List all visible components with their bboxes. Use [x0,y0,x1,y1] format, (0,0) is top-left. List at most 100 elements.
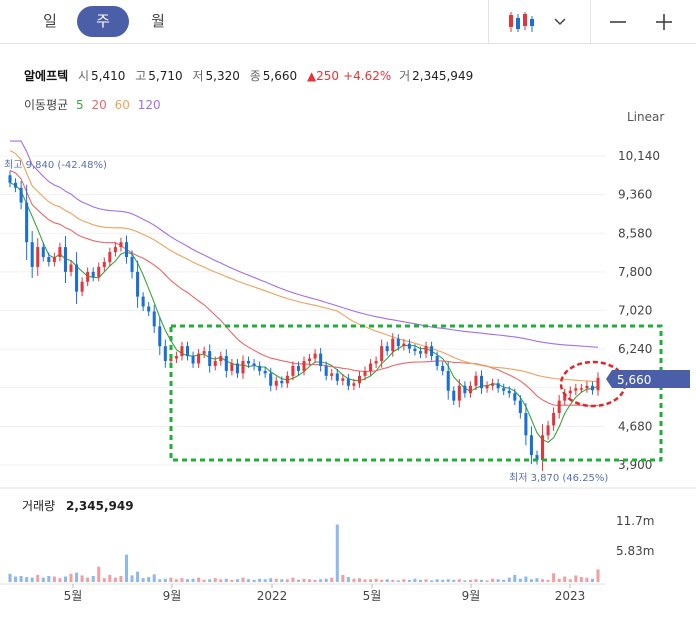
ma-20-label[interactable]: 20 [91,98,107,112]
volume-tick-label: 5.83m [616,544,654,558]
volume-bar [335,524,339,582]
volume-bar [41,577,45,582]
stock-name: 알에프텍 [24,69,69,83]
volume-bar [352,578,356,582]
time-tick-label: 2022 [257,589,288,603]
candle-body [147,306,151,312]
volume-bar [441,579,445,582]
candle-body [491,383,495,386]
volume-bar [463,580,467,582]
high-label: 고 [135,69,147,83]
volume-bar [136,571,140,582]
volume-bar [296,579,300,582]
volume-bar [36,574,40,582]
volume-bar [163,578,167,582]
candle-body [52,257,56,262]
candle-body [441,365,445,371]
zoom-in-icon[interactable] [644,0,684,44]
candle-body [202,351,206,354]
volume-bar [269,578,273,582]
volume-bar [579,577,583,582]
candle-body [130,257,134,272]
volume-bar [197,577,201,582]
ma-120-label[interactable]: 120 [137,98,161,112]
zoom-out-icon[interactable] [598,0,638,44]
candle-body [391,338,395,352]
volume-bar [152,574,156,582]
price-grid [0,155,606,466]
candle-body [413,348,417,352]
min-price-annotation: 최저 3,870 (46.25%) [509,472,608,484]
candle-body [280,380,284,384]
period-tab-day[interactable]: 일 [43,12,57,30]
volume-bar [86,577,90,582]
candle-body [541,435,545,461]
candle-body [219,356,223,362]
volume-bars [8,524,600,582]
time-tick-label: 5월 [64,589,83,603]
candle-body [69,264,73,272]
candle-body [418,351,423,354]
volume-bar [174,579,178,582]
volume-bar [219,579,223,582]
candle-body [563,393,567,401]
volume-bar [341,574,345,582]
price-tick-label: 4,680 [618,419,652,433]
candle-body [357,375,361,384]
volume-bar [535,578,539,582]
volume-bar [274,578,278,582]
high-value: 5,710 [148,69,183,83]
volume-bar [158,579,162,582]
price-tick-label: 9,360 [618,188,652,202]
volume-bar [291,577,295,582]
candle-body [352,383,356,386]
candle-body [590,385,594,391]
candlestick-chart-type-icon[interactable] [500,0,544,44]
candle-body [63,247,67,272]
volume-bar [457,579,461,582]
candle-body [330,373,334,376]
open-label: 시 [78,69,90,83]
volume-bar [47,575,51,582]
candle-body [369,363,373,371]
ma-60-label[interactable]: 60 [114,98,130,112]
candle-body [25,202,29,243]
volume-bar [8,573,12,582]
volume-bar [552,573,556,582]
toolbar-divider [590,0,591,44]
candle-body [91,271,95,277]
candle-body [479,375,484,389]
ma-5-label[interactable]: 5 [76,98,84,112]
price-tick-label: 7,800 [618,265,652,279]
volume-bar [30,577,34,582]
volume-bar [396,580,400,582]
volume-panel-value: 2,345,949 [66,499,134,513]
volume-bar [563,576,567,582]
candle-body [235,363,239,374]
candle-body [341,378,345,381]
candle-body [485,385,489,389]
volume-bar [213,578,217,582]
chart-annotations: 최고 9,840 (-42.48%) 최저 3,870 (46.25%) [4,159,608,484]
candle-body [30,242,34,267]
time-tick-label: 2023 [555,589,586,603]
period-tab-month[interactable]: 월 [151,12,165,30]
candle-body [258,365,262,371]
volume-bar [491,578,495,582]
scale-mode-selector[interactable]: Linear [627,110,665,124]
volume-bar [590,578,594,582]
candle-body [208,351,212,366]
candle-body [97,266,101,277]
volume-bar [25,577,29,582]
volume-bar [524,576,528,582]
candle-body [430,346,434,357]
candle-body [102,261,106,267]
candle-body [385,346,389,352]
volume-bar [319,579,323,582]
chevron-down-icon[interactable] [548,0,572,44]
time-tick-label: 5월 [363,589,382,603]
candle-body [524,413,528,436]
period-tab-week[interactable]: 주 [77,6,129,37]
volume-bar [585,577,589,582]
